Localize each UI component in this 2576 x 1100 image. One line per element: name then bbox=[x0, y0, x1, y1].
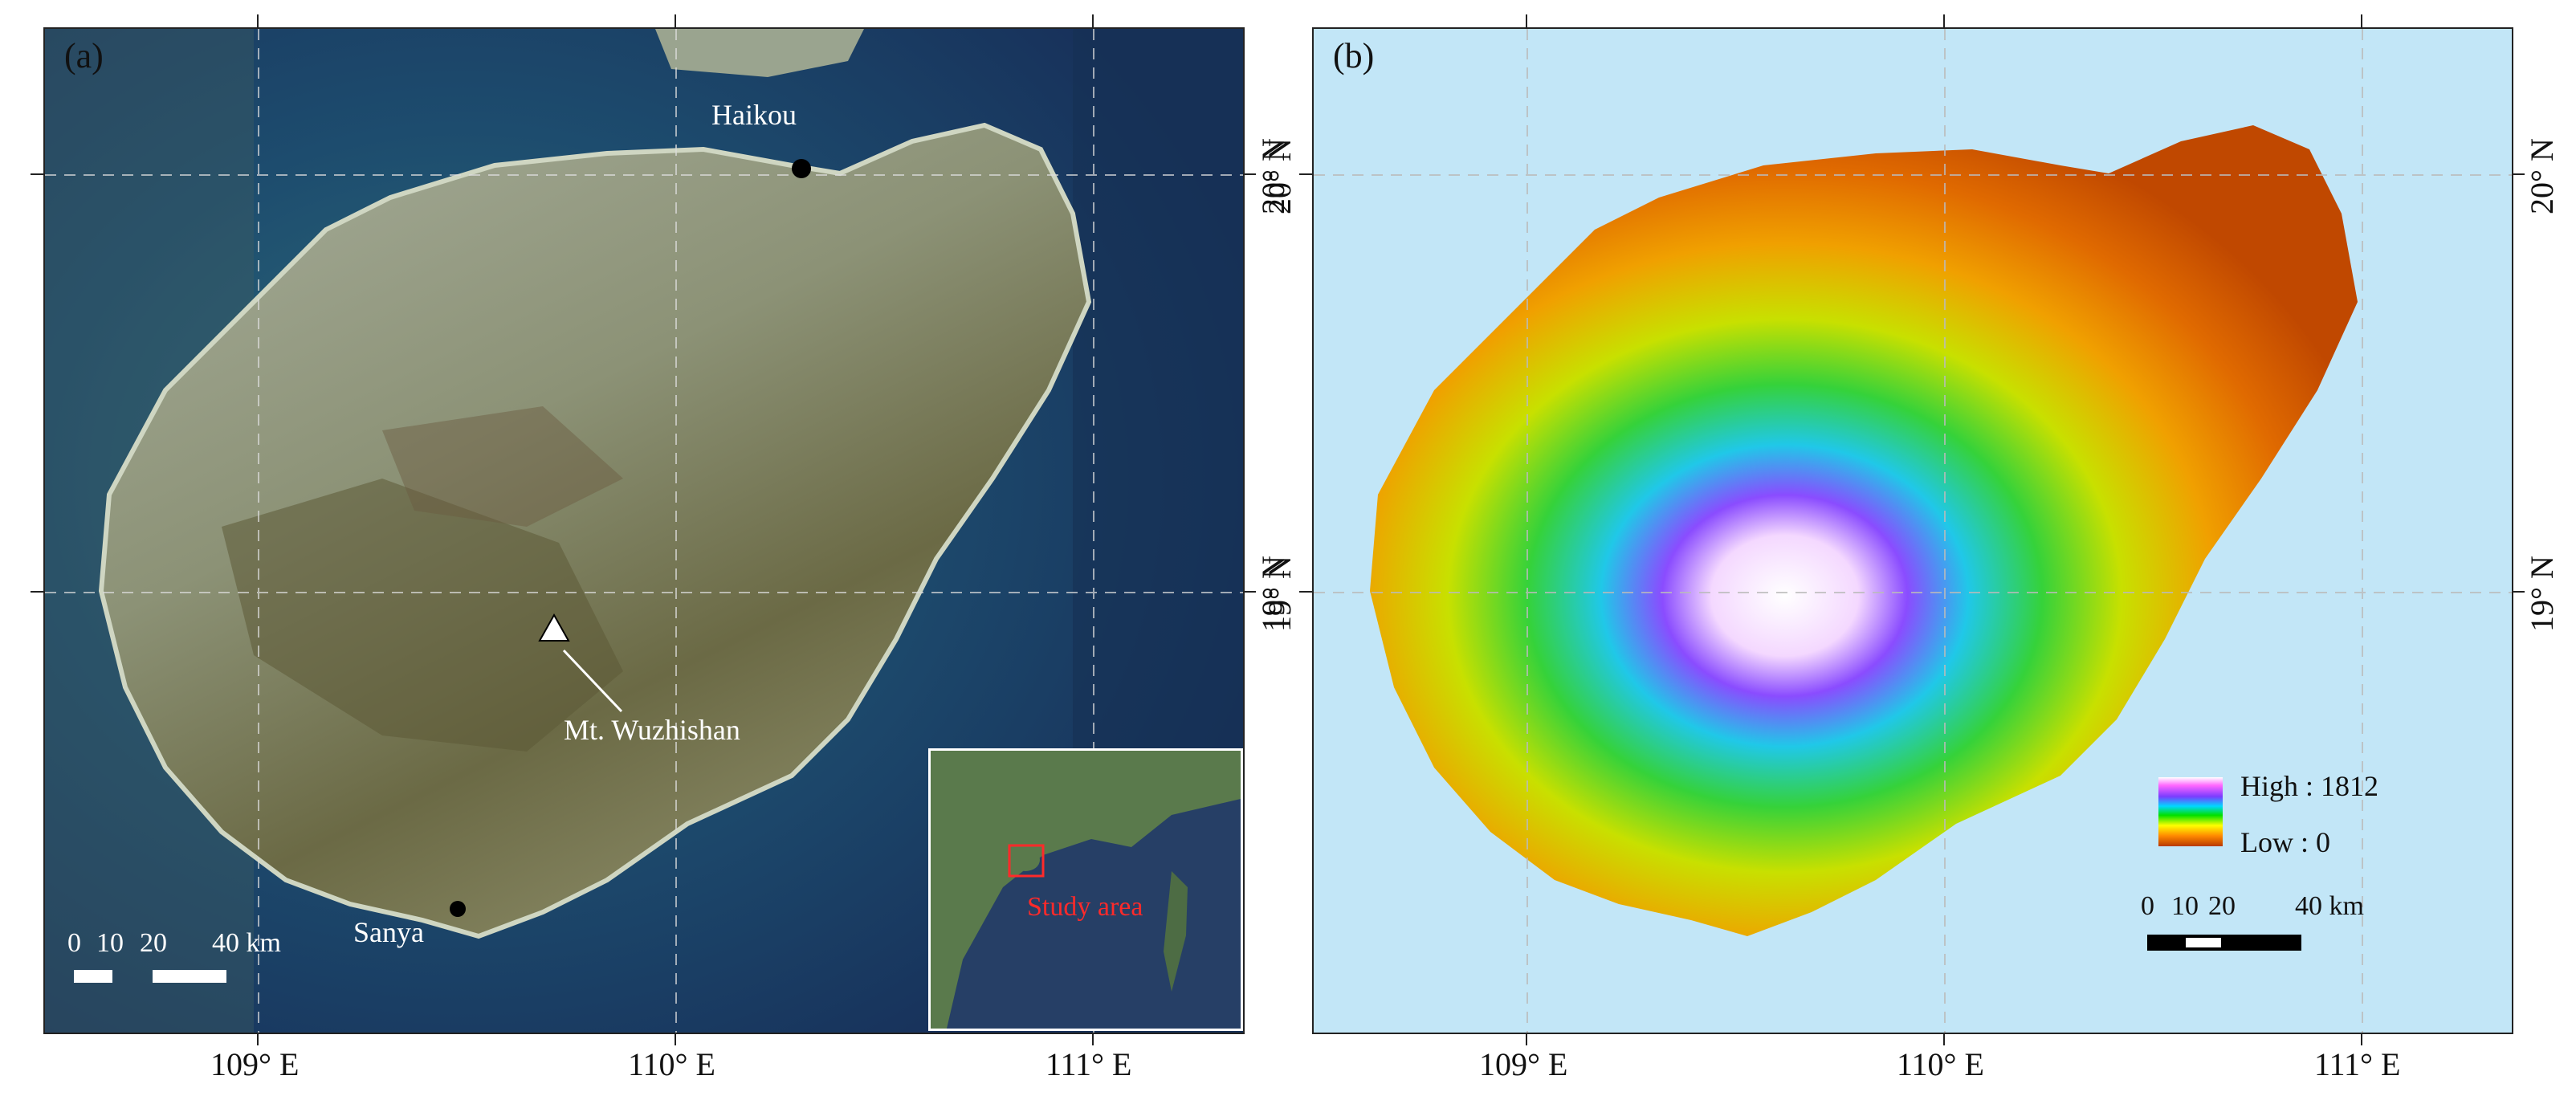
scale-label-b-40km: 40 km bbox=[2295, 891, 2364, 921]
study-area-box bbox=[1008, 844, 1045, 878]
tick-left bbox=[1299, 591, 1312, 593]
tick-top bbox=[1092, 14, 1094, 27]
lat-label-20-b-left: 20° N bbox=[1261, 138, 1298, 214]
wuzhishan-label: Mt. Wuzhishan bbox=[564, 714, 740, 746]
legend-low-label: Low : 0 bbox=[2240, 826, 2330, 858]
scale-label-b-20: 20 bbox=[2208, 891, 2236, 921]
study-area-label: Study area bbox=[1027, 892, 1143, 922]
tick-top bbox=[1943, 14, 1945, 27]
locator-inset: Study area bbox=[928, 748, 1243, 1031]
tick-bottom bbox=[1943, 1033, 1945, 1045]
tick-left bbox=[31, 173, 43, 175]
scale-bar-b bbox=[2147, 935, 2301, 951]
tick-bottom bbox=[257, 1033, 259, 1045]
haikou-marker bbox=[792, 159, 811, 178]
tick-left bbox=[1299, 173, 1312, 175]
tick-right bbox=[2512, 591, 2525, 593]
tick-top bbox=[1526, 14, 1527, 27]
lat-label-19-b-right: 19° N bbox=[2523, 556, 2560, 632]
scale-label-b-10: 10 bbox=[2171, 891, 2199, 921]
dem-image bbox=[1314, 29, 2512, 1033]
inset-philippines bbox=[1164, 871, 1188, 992]
graticule-b bbox=[1314, 29, 2512, 1033]
tick-top bbox=[675, 14, 676, 27]
tick-bottom bbox=[675, 1033, 676, 1045]
legend-high-label: High : 1812 bbox=[2240, 770, 2379, 802]
tick-top bbox=[2361, 14, 2362, 27]
dem-map-panel: (b) High : 1812 Low : 0 0 10 20 40 km bbox=[1312, 27, 2513, 1034]
lon-label-110-b: 110° E bbox=[1897, 1046, 1984, 1082]
north-arrow-icon: N bbox=[1172, 51, 1221, 140]
sanya-label: Sanya bbox=[353, 916, 424, 948]
dem-island bbox=[1370, 125, 2358, 936]
scale-label-0: 0 bbox=[67, 928, 81, 958]
scale-label-20: 20 bbox=[140, 928, 167, 958]
tick-bottom bbox=[2361, 1033, 2362, 1045]
tick-bottom bbox=[1092, 1033, 1094, 1045]
tick-right bbox=[1243, 591, 1256, 593]
haikou-label: Haikou bbox=[711, 99, 797, 131]
wuzhishan-leader-line bbox=[562, 649, 623, 713]
satellite-map-panel: (a) N Haikou Mt. Wuzhishan Sanya 0 10 20… bbox=[43, 27, 1245, 1034]
panel-b-label: (b) bbox=[1333, 36, 1375, 75]
satellite-image bbox=[45, 29, 1243, 1033]
lon-label-109-b: 109° E bbox=[1479, 1046, 1568, 1082]
tick-bottom bbox=[1526, 1033, 1527, 1045]
scale-label-b-0: 0 bbox=[2141, 891, 2154, 921]
elevation-legend-bar bbox=[2158, 777, 2223, 846]
tick-left bbox=[31, 591, 43, 593]
scale-label-40km: 40 km bbox=[212, 928, 281, 958]
forest-region bbox=[222, 479, 623, 752]
lon-label-110-a: 110° E bbox=[628, 1046, 715, 1082]
scale-label-10: 10 bbox=[96, 928, 124, 958]
scale-bar-a bbox=[74, 970, 226, 983]
highland-region bbox=[382, 406, 623, 527]
panel-a-label: (a) bbox=[64, 36, 104, 75]
lon-label-111-a: 111° E bbox=[1045, 1046, 1132, 1082]
wuzhishan-marker bbox=[538, 613, 570, 642]
lon-label-109-a: 109° E bbox=[210, 1046, 300, 1082]
inset-hainan bbox=[1011, 849, 1040, 871]
lon-label-111-b: 111° E bbox=[2314, 1046, 2401, 1082]
tick-right bbox=[2512, 173, 2525, 175]
lat-label-20-b-right: 20° N bbox=[2523, 138, 2560, 214]
lat-label-19-b-left: 19° N bbox=[1261, 556, 1298, 632]
tick-right bbox=[1243, 173, 1256, 175]
tick-top bbox=[257, 14, 259, 27]
mainland-coast bbox=[655, 29, 864, 77]
inset-mainland bbox=[931, 751, 1241, 1029]
sanya-marker bbox=[450, 901, 466, 917]
